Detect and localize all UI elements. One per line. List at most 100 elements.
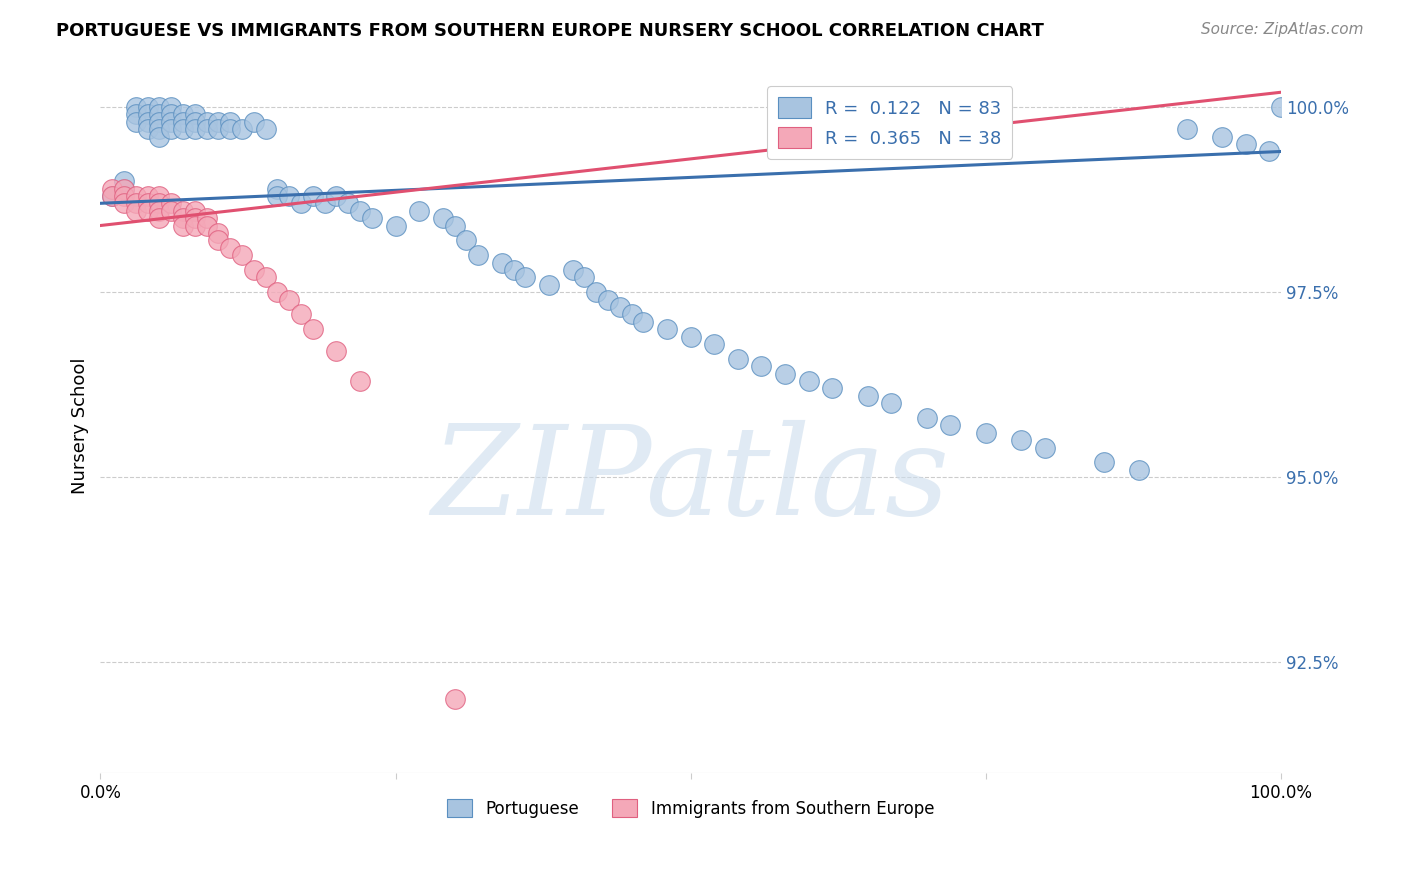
Point	[172, 122, 194, 136]
Point	[1234, 137, 1257, 152]
Point	[219, 122, 242, 136]
Point	[679, 329, 702, 343]
Point	[148, 115, 170, 129]
Point	[325, 189, 347, 203]
Point	[574, 270, 596, 285]
Point	[703, 337, 725, 351]
Point	[1258, 145, 1281, 159]
Point	[184, 107, 207, 121]
Y-axis label: Nursery School: Nursery School	[72, 357, 89, 493]
Point	[290, 196, 312, 211]
Point	[136, 203, 159, 218]
Point	[432, 211, 454, 226]
Point	[112, 181, 135, 195]
Point	[172, 107, 194, 121]
Point	[195, 211, 218, 226]
Point	[751, 359, 773, 374]
Point	[1128, 463, 1150, 477]
Point	[125, 189, 148, 203]
Point	[361, 211, 384, 226]
Point	[160, 122, 183, 136]
Point	[856, 389, 879, 403]
Point	[195, 115, 218, 129]
Point	[349, 203, 371, 218]
Point	[254, 122, 277, 136]
Point	[125, 100, 148, 114]
Point	[443, 692, 465, 706]
Point	[136, 196, 159, 211]
Point	[148, 189, 170, 203]
Point	[243, 115, 266, 129]
Point	[136, 122, 159, 136]
Point	[125, 196, 148, 211]
Point	[1211, 129, 1233, 144]
Point	[148, 100, 170, 114]
Point	[172, 203, 194, 218]
Point	[443, 219, 465, 233]
Point	[596, 293, 619, 307]
Point	[160, 107, 183, 121]
Point	[609, 300, 631, 314]
Point	[195, 219, 218, 233]
Point	[585, 285, 607, 300]
Point	[727, 351, 749, 366]
Point	[101, 181, 124, 195]
Point	[231, 122, 253, 136]
Point	[939, 418, 962, 433]
Point	[172, 211, 194, 226]
Point	[207, 115, 229, 129]
Legend: Portuguese, Immigrants from Southern Europe: Portuguese, Immigrants from Southern Eur…	[440, 793, 941, 824]
Point	[302, 322, 325, 336]
Point	[302, 189, 325, 203]
Point	[797, 374, 820, 388]
Point	[266, 189, 288, 203]
Point	[408, 203, 430, 218]
Point	[278, 293, 301, 307]
Point	[148, 129, 170, 144]
Point	[136, 115, 159, 129]
Point	[915, 411, 938, 425]
Point	[172, 115, 194, 129]
Point	[160, 115, 183, 129]
Point	[184, 115, 207, 129]
Point	[254, 270, 277, 285]
Point	[195, 122, 218, 136]
Point	[821, 381, 844, 395]
Point	[207, 226, 229, 240]
Point	[207, 122, 229, 136]
Point	[502, 263, 524, 277]
Point	[325, 344, 347, 359]
Point	[101, 189, 124, 203]
Point	[384, 219, 406, 233]
Point	[184, 122, 207, 136]
Point	[125, 107, 148, 121]
Point	[148, 203, 170, 218]
Point	[266, 285, 288, 300]
Point	[1092, 455, 1115, 469]
Point	[101, 189, 124, 203]
Point	[349, 374, 371, 388]
Point	[1033, 441, 1056, 455]
Point	[112, 196, 135, 211]
Point	[136, 100, 159, 114]
Point	[278, 189, 301, 203]
Point	[172, 219, 194, 233]
Point	[112, 189, 135, 203]
Point	[136, 189, 159, 203]
Point	[112, 181, 135, 195]
Point	[974, 425, 997, 440]
Point	[620, 307, 643, 321]
Point	[112, 174, 135, 188]
Point	[219, 115, 242, 129]
Point	[537, 277, 560, 292]
Point	[266, 181, 288, 195]
Point	[491, 255, 513, 269]
Point	[231, 248, 253, 262]
Text: Source: ZipAtlas.com: Source: ZipAtlas.com	[1201, 22, 1364, 37]
Point	[136, 107, 159, 121]
Point	[148, 196, 170, 211]
Point	[337, 196, 360, 211]
Point	[184, 203, 207, 218]
Point	[160, 196, 183, 211]
Point	[314, 196, 336, 211]
